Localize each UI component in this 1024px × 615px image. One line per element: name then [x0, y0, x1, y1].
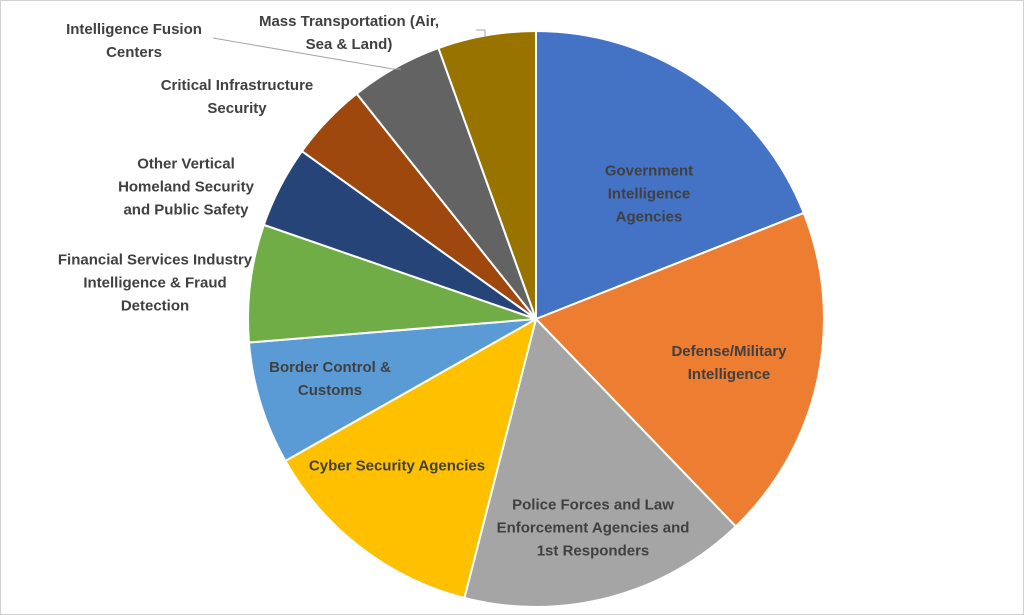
- slice-label: Border Control & Customs: [269, 359, 391, 399]
- slice-label: Defense/Military Intelligence: [671, 343, 787, 383]
- pie-slice: [534, 211, 825, 528]
- leader-line: [476, 29, 486, 37]
- slice-label: Government Intelligence Agencies: [604, 162, 694, 226]
- pie-slice: [463, 317, 738, 608]
- slice-label: Mass Transportation (Air, Sea & Land): [258, 13, 440, 53]
- pie-slice: [247, 223, 537, 344]
- pie-slice: [437, 29, 537, 320]
- slice-label: Critical Infrastructure Security: [160, 77, 314, 117]
- leader-line: [212, 37, 401, 70]
- slice-label: Financial Services Industry Intelligence…: [57, 251, 253, 315]
- slice-label: Police Forces and Law Enforcement Agenci…: [496, 496, 690, 560]
- pie-slice: [247, 318, 537, 463]
- pie-slice: [535, 29, 806, 321]
- slice-label: Cyber Security Agencies: [308, 457, 486, 475]
- slice-label: Other Vertical Homeland Security and Pub…: [118, 155, 254, 219]
- pie-slice: [284, 316, 538, 600]
- slice-label: Intelligence Fusion Centers: [66, 21, 202, 61]
